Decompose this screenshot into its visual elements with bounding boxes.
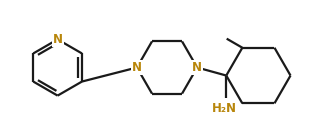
Text: H₂N: H₂N bbox=[212, 102, 237, 115]
Text: N: N bbox=[132, 61, 142, 74]
Text: N: N bbox=[52, 33, 63, 46]
Text: N: N bbox=[192, 61, 202, 74]
